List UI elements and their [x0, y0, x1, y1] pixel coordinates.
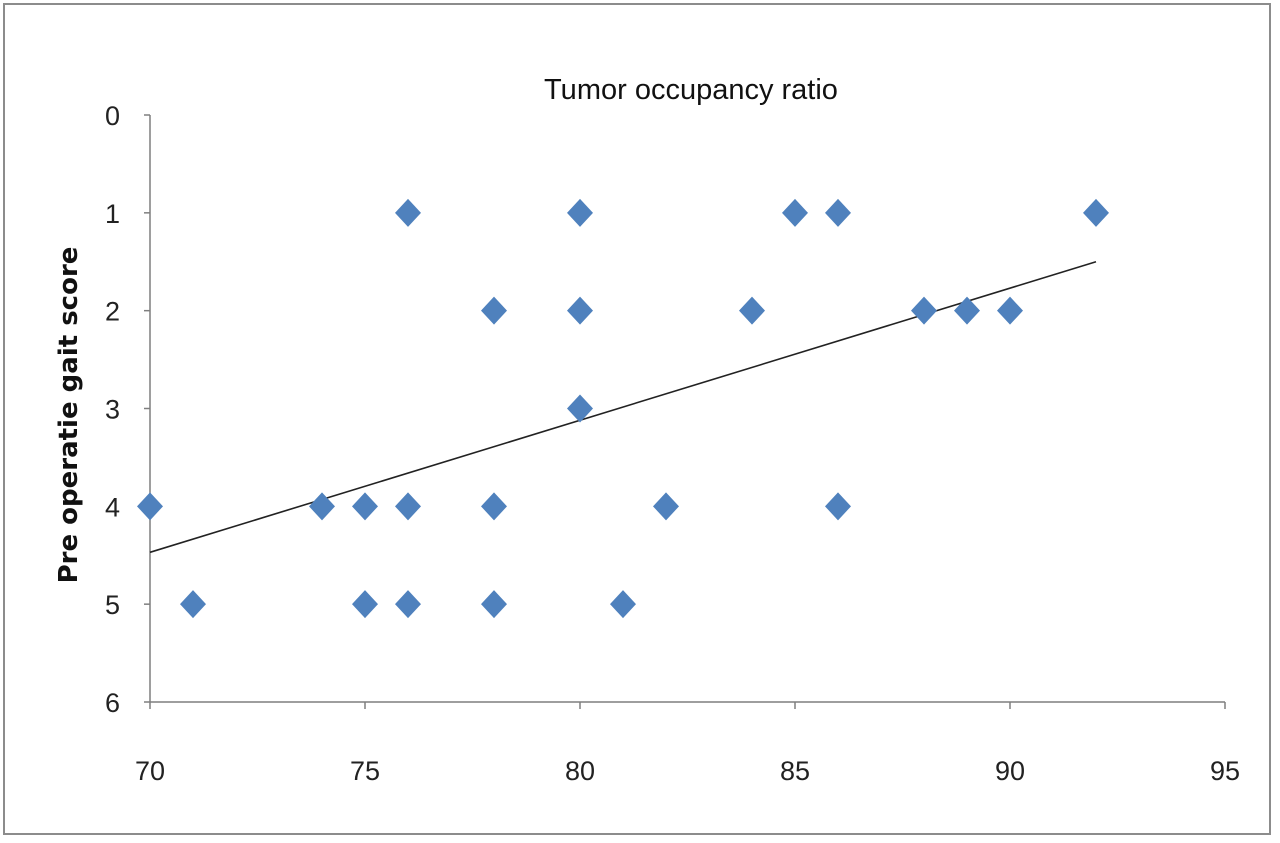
- x-tick-label: 75: [350, 756, 380, 786]
- data-point: [567, 198, 593, 227]
- data-point: [481, 492, 507, 521]
- data-point: [1083, 198, 1109, 227]
- x-tick-label: 85: [780, 756, 810, 786]
- trendline: [149, 260, 1097, 554]
- y-tick-label: 1: [105, 199, 120, 229]
- data-point: [954, 296, 980, 325]
- axes: 0 1 2 3 4 5 6 70 75 80 85 90 95: [105, 101, 1240, 786]
- chart-frame: Tumor occupancy ratio Pre operatie gait …: [3, 3, 1271, 835]
- y-axis-title: Pre operatie gait score: [54, 247, 84, 584]
- data-point: [825, 198, 851, 227]
- data-point: [395, 198, 421, 227]
- chart-title: Tumor occupancy ratio: [544, 74, 838, 106]
- data-point: [567, 394, 593, 423]
- data-point: [825, 492, 851, 521]
- x-tick-label: 95: [1210, 756, 1240, 786]
- data-point: [395, 590, 421, 619]
- data-point: [997, 296, 1023, 325]
- data-point: [653, 492, 679, 521]
- data-point: [481, 590, 507, 619]
- y-tick-label: 2: [105, 297, 120, 327]
- data-point: [309, 492, 335, 521]
- y-tick-label: 5: [105, 590, 120, 620]
- y-tick-label: 6: [105, 688, 120, 718]
- x-tick-label: 70: [135, 756, 165, 786]
- data-point: [395, 492, 421, 521]
- data-point: [610, 590, 636, 619]
- trendline-group: [149, 260, 1097, 554]
- data-point: [137, 492, 163, 521]
- scatter-chart: Tumor occupancy ratio Pre operatie gait …: [54, 74, 1240, 786]
- x-tick-label: 90: [995, 756, 1025, 786]
- data-point: [352, 590, 378, 619]
- y-tick-label: 0: [105, 101, 120, 131]
- x-tick-label: 80: [565, 756, 595, 786]
- data-point: [911, 296, 937, 325]
- data-point: [481, 296, 507, 325]
- data-points: [137, 198, 1109, 619]
- data-point: [352, 492, 378, 521]
- data-point: [567, 296, 593, 325]
- data-point: [180, 590, 206, 619]
- data-point: [782, 198, 808, 227]
- data-point: [739, 296, 765, 325]
- y-tick-label: 4: [105, 492, 120, 522]
- y-tick-label: 3: [105, 395, 120, 425]
